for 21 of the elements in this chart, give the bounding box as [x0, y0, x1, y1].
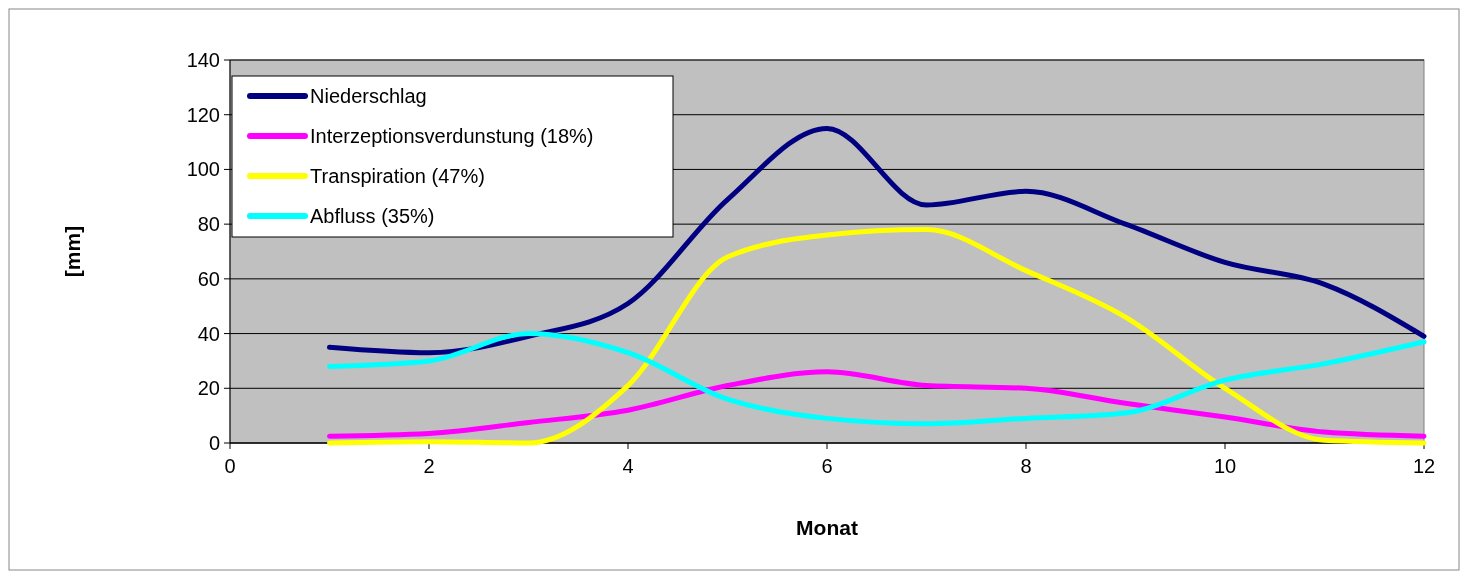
legend-label: Interzeptionsverdunstung (18%) [310, 125, 594, 147]
y-tick-label: 140 [186, 49, 220, 71]
x-tick-label: 12 [1412, 455, 1436, 477]
y-tick-label: 20 [197, 377, 220, 400]
y-tick-label: 80 [197, 213, 220, 236]
x-tick-label: 10 [1213, 455, 1237, 477]
legend-label: Abfluss (35%) [310, 205, 435, 227]
x-tick-label: 4 [622, 455, 634, 477]
y-tick-label: 40 [197, 322, 220, 345]
y-axis-title: [mm] [61, 225, 84, 278]
legend-label: Niederschlag [310, 85, 427, 107]
legend-label: Transpiration (47%) [310, 165, 485, 187]
y-tick-label: 60 [197, 267, 220, 290]
y-tick-label: 0 [208, 432, 220, 454]
x-tick-label: 6 [821, 455, 833, 477]
x-axis-title: Monat [796, 516, 858, 539]
x-tick-label: 2 [423, 455, 435, 477]
y-tick-label: 100 [186, 158, 220, 181]
x-tick-label: 0 [224, 455, 236, 477]
y-tick-label: 120 [186, 103, 220, 126]
x-tick-label: 8 [1020, 455, 1032, 477]
